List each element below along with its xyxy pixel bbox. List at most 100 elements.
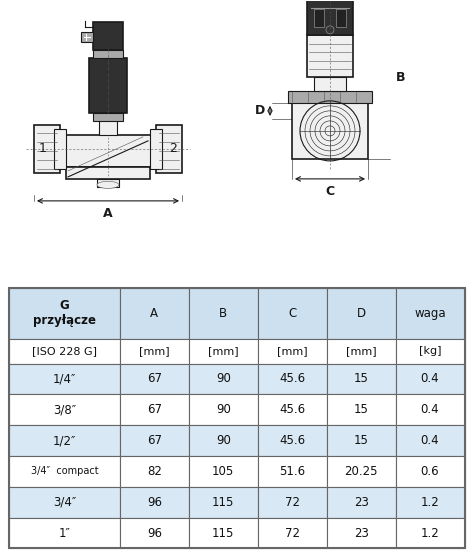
Text: 1.2: 1.2 bbox=[420, 496, 439, 509]
Bar bbox=[327, 394, 396, 425]
Bar bbox=[336, 9, 346, 27]
Text: 72: 72 bbox=[285, 526, 300, 540]
Bar bbox=[327, 288, 396, 339]
Bar bbox=[396, 517, 465, 548]
Text: 1/4″: 1/4″ bbox=[53, 372, 76, 386]
Text: 20.25: 20.25 bbox=[344, 465, 378, 478]
Circle shape bbox=[326, 26, 334, 34]
Text: [mm]: [mm] bbox=[346, 346, 376, 356]
Bar bbox=[314, 9, 324, 27]
Text: [mm]: [mm] bbox=[139, 346, 170, 356]
Bar bbox=[120, 288, 189, 339]
Bar bbox=[120, 425, 189, 456]
Bar bbox=[120, 487, 189, 517]
Bar bbox=[189, 517, 258, 548]
Text: 45.6: 45.6 bbox=[279, 372, 305, 386]
Text: 115: 115 bbox=[212, 496, 235, 509]
Text: 67: 67 bbox=[147, 372, 162, 386]
Text: 15: 15 bbox=[354, 434, 369, 447]
Bar bbox=[189, 456, 258, 487]
Bar bbox=[258, 517, 327, 548]
Bar bbox=[258, 456, 327, 487]
Bar bbox=[9, 456, 120, 487]
Text: 23: 23 bbox=[354, 496, 369, 509]
Bar bbox=[9, 425, 120, 456]
Bar bbox=[258, 339, 327, 363]
Bar bbox=[327, 363, 396, 394]
Bar bbox=[258, 394, 327, 425]
Bar bbox=[9, 339, 120, 363]
Text: [ISO 228 G]: [ISO 228 G] bbox=[32, 346, 97, 356]
Text: 3/8″: 3/8″ bbox=[53, 403, 76, 416]
Text: 1.2: 1.2 bbox=[420, 526, 439, 540]
Bar bbox=[34, 125, 60, 173]
Bar bbox=[120, 456, 189, 487]
Bar bbox=[99, 117, 117, 135]
Text: C: C bbox=[288, 307, 296, 320]
Bar bbox=[258, 363, 327, 394]
Bar bbox=[327, 517, 396, 548]
Text: B: B bbox=[219, 307, 227, 320]
Text: 1/2″: 1/2″ bbox=[53, 434, 76, 447]
Ellipse shape bbox=[97, 181, 119, 188]
Text: 23: 23 bbox=[354, 526, 369, 540]
Bar bbox=[189, 487, 258, 517]
Bar bbox=[189, 394, 258, 425]
Text: 1″: 1″ bbox=[59, 526, 71, 540]
Text: 67: 67 bbox=[147, 434, 162, 447]
Text: [kg]: [kg] bbox=[419, 346, 441, 356]
Text: 90: 90 bbox=[216, 372, 231, 386]
Text: 72: 72 bbox=[285, 496, 300, 509]
Text: 105: 105 bbox=[212, 465, 234, 478]
Bar bbox=[396, 425, 465, 456]
Bar bbox=[81, 32, 93, 42]
Bar bbox=[327, 425, 396, 456]
Text: D: D bbox=[356, 307, 365, 320]
Text: 3/4″: 3/4″ bbox=[53, 496, 76, 509]
Text: 67: 67 bbox=[147, 403, 162, 416]
Bar bbox=[314, 77, 346, 91]
Bar bbox=[93, 22, 123, 50]
Bar bbox=[327, 487, 396, 517]
Bar bbox=[396, 288, 465, 339]
Bar bbox=[189, 425, 258, 456]
Bar bbox=[89, 58, 127, 113]
Bar bbox=[258, 288, 327, 339]
Text: C: C bbox=[326, 185, 335, 198]
Bar bbox=[150, 129, 162, 169]
Bar bbox=[258, 487, 327, 517]
Text: 90: 90 bbox=[216, 403, 231, 416]
Text: 96: 96 bbox=[147, 526, 162, 540]
Bar bbox=[396, 487, 465, 517]
Text: 1: 1 bbox=[39, 142, 47, 155]
Bar bbox=[60, 135, 156, 167]
Bar bbox=[9, 517, 120, 548]
Text: 90: 90 bbox=[216, 434, 231, 447]
Text: 45.6: 45.6 bbox=[279, 434, 305, 447]
Text: 15: 15 bbox=[354, 372, 369, 386]
Text: [mm]: [mm] bbox=[277, 346, 308, 356]
Bar bbox=[396, 394, 465, 425]
Text: 0.4: 0.4 bbox=[421, 434, 439, 447]
Text: 0.4: 0.4 bbox=[421, 403, 439, 416]
Bar bbox=[120, 517, 189, 548]
Text: 15: 15 bbox=[354, 403, 369, 416]
Text: A: A bbox=[150, 307, 158, 320]
Text: 0.4: 0.4 bbox=[421, 372, 439, 386]
Text: 45.6: 45.6 bbox=[279, 403, 305, 416]
Bar bbox=[156, 125, 182, 173]
Bar bbox=[120, 363, 189, 394]
Bar bbox=[307, 0, 353, 35]
Text: 96: 96 bbox=[147, 496, 162, 509]
Bar bbox=[93, 50, 123, 58]
Bar bbox=[189, 339, 258, 363]
Bar bbox=[120, 394, 189, 425]
Bar bbox=[189, 363, 258, 394]
Text: G
przyłącze: G przyłącze bbox=[33, 300, 96, 327]
Bar bbox=[327, 456, 396, 487]
Bar bbox=[396, 339, 465, 363]
Bar bbox=[120, 339, 189, 363]
Text: 3/4″  compact: 3/4″ compact bbox=[31, 466, 99, 476]
Text: 0.6: 0.6 bbox=[421, 465, 439, 478]
Bar bbox=[307, 35, 353, 77]
